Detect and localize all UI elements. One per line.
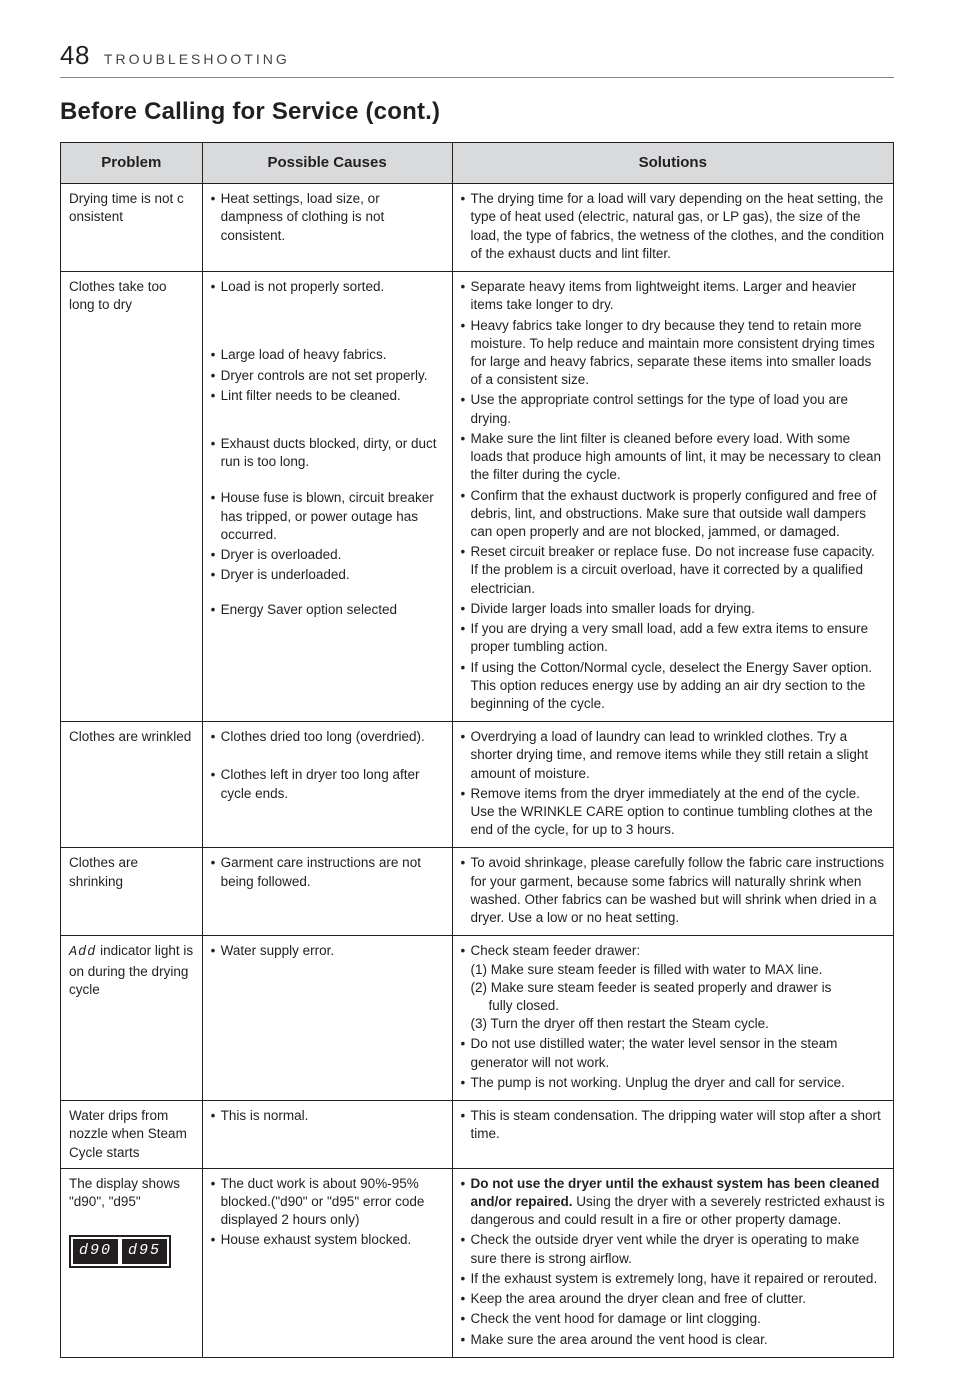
solutions-cell: This is steam condensation. The dripping… [452,1101,894,1169]
table-row: Clothes are wrinkledClothes dried too lo… [61,722,894,848]
header-causes: Possible Causes [202,143,452,184]
solution-item: Make sure the lint filter is cleaned bef… [461,430,886,485]
solution-item: If you are drying a very small load, add… [461,620,886,656]
solution-item: Divide larger loads into smaller loads f… [461,600,886,618]
table-row: Clothes take too long to dryLoad is not … [61,272,894,722]
page-number: 48 [60,40,90,71]
causes-cell: Garment care instructions are not being … [202,848,452,936]
problem-cell: Drying time is not c onsistent [61,184,203,272]
header-solutions: Solutions [452,143,894,184]
causes-cell: Clothes dried too long (overdried). Cloth… [202,722,452,848]
cause-item: Dryer controls are not set properly. [211,367,444,385]
solution-item: To avoid shrinkage, please carefully fol… [461,854,886,927]
problem-cell: Water drips from nozzle when Steam Cycle… [61,1101,203,1169]
solution-item: Keep the area around the dryer clean and… [461,1290,886,1308]
solutions-cell: Overdrying a load of laundry can lead to… [452,722,894,848]
solution-item: Check steam feeder drawer:(1) Make sure … [461,942,886,1033]
cause-item: Dryer is underloaded. [211,566,444,584]
header-problem: Problem [61,143,203,184]
solution-item: Do not use the dryer until the exhaust s… [461,1175,886,1230]
causes-cell: Heat settings, load size, or dampness of… [202,184,452,272]
cause-item: Dryer is overloaded. [211,546,444,564]
cause-item: Energy Saver option selected [211,601,444,619]
cause-item: Exhaust ducts blocked, dirty, or duct ru… [211,435,444,471]
solution-item: The drying time for a load will vary dep… [461,190,886,263]
cause-item: Load is not properly sorted. [211,278,444,296]
solutions-cell: To avoid shrinkage, please carefully fol… [452,848,894,936]
solution-item: Check the outside dryer vent while the d… [461,1231,886,1267]
troubleshooting-table: Problem Possible Causes Solutions Drying… [60,142,894,1358]
problem-cell: Clothes are shrinking [61,848,203,936]
section-label: TROUBLESHOOTING [104,51,290,67]
cause-item: House exhaust system blocked. [211,1231,444,1249]
causes-cell: The duct work is about 90%-95% blocked.(… [202,1168,452,1357]
causes-cell: Water supply error. [202,936,452,1101]
problem-cell: Add indicator light is on during the dry… [61,936,203,1101]
table-header-row: Problem Possible Causes Solutions [61,143,894,184]
solution-item: Reset circuit breaker or replace fuse. D… [461,543,886,598]
cause-item: Lint filter needs to be cleaned. [211,387,444,405]
problem-cell: Clothes are wrinkled [61,722,203,848]
cause-item: This is normal. [211,1107,444,1125]
table-row: Water drips from nozzle when Steam Cycle… [61,1101,894,1169]
cause-item: Clothes left in dryer too long after cyc… [211,766,444,802]
table-row: Drying time is not c onsistentHeat setti… [61,184,894,272]
problem-cell: The display shows "d90", "d95"d90d95 [61,1168,203,1357]
solution-item: Heavy fabrics take longer to dry because… [461,317,886,390]
solution-item: Make sure the area around the vent hood … [461,1331,886,1349]
table-row: Clothes are shrinkingGarment care instru… [61,848,894,936]
solution-item: Overdrying a load of laundry can lead to… [461,728,886,783]
page-title: Before Calling for Service (cont.) [60,98,894,126]
cause-item: Water supply error. [211,942,444,960]
causes-cell: Load is not properly sorted. Large load o… [202,272,452,722]
cause-item: Large load of heavy fabrics. [211,346,444,364]
solution-item: Do not use distilled water; the water le… [461,1035,886,1071]
table-row: Add indicator light is on during the dry… [61,936,894,1101]
solutions-cell: Separate heavy items from lightweight it… [452,272,894,722]
problem-cell: Clothes take too long to dry [61,272,203,722]
cause-item: Garment care instructions are not being … [211,854,444,890]
solutions-cell: Check steam feeder drawer:(1) Make sure … [452,936,894,1101]
causes-cell: This is normal. [202,1101,452,1169]
table-row: The display shows "d90", "d95"d90d95The … [61,1168,894,1357]
solution-item: Separate heavy items from lightweight it… [461,278,886,314]
solution-item: If using the Cotton/Normal cycle, desele… [461,659,886,714]
solution-item: The pump is not working. Unplug the drye… [461,1074,886,1092]
cause-item: Heat settings, load size, or dampness of… [211,190,444,245]
cause-item: The duct work is about 90%-95% blocked.(… [211,1175,444,1230]
solution-item: Check the vent hood for damage or lint c… [461,1310,886,1328]
cause-item: House fuse is blown, circuit breaker has… [211,489,444,544]
solution-item: Remove items from the dryer immediately … [461,785,886,840]
solution-item: This is steam condensation. The dripping… [461,1107,886,1143]
page-header: 48 TROUBLESHOOTING [60,40,894,78]
solution-item: Confirm that the exhaust ductwork is pro… [461,487,886,542]
solutions-cell: The drying time for a load will vary dep… [452,184,894,272]
cause-item: Clothes dried too long (overdried). [211,728,444,746]
solution-item: Use the appropriate control settings for… [461,391,886,427]
solutions-cell: Do not use the dryer until the exhaust s… [452,1168,894,1357]
solution-item: If the exhaust system is extremely long,… [461,1270,886,1288]
